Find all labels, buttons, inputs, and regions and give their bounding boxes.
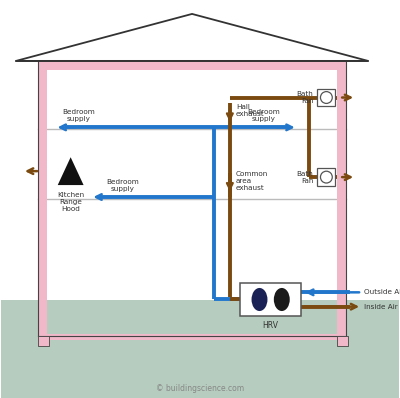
Bar	[337, 61, 346, 336]
Polygon shape	[16, 14, 368, 61]
Text: Outside Air: Outside Air	[364, 289, 400, 295]
Bar	[38, 61, 47, 336]
Text: Hall
exhaust: Hall exhaust	[236, 104, 264, 117]
Bar	[38, 61, 346, 70]
Text: Kitchen
Range
Hood: Kitchen Range Hood	[57, 192, 84, 212]
Polygon shape	[1, 300, 399, 398]
Text: © buildingscience.com: © buildingscience.com	[156, 384, 244, 392]
Text: HRV: HRV	[263, 321, 279, 330]
Text: Bath
Fan: Bath Fan	[297, 91, 314, 104]
Text: Inside Air: Inside Air	[364, 304, 398, 310]
Bar	[38, 336, 49, 346]
Ellipse shape	[274, 288, 290, 311]
Text: Bath
Fan: Bath Fan	[297, 171, 314, 183]
Bar	[38, 334, 346, 340]
Text: Common
area
exhaust: Common area exhaust	[236, 171, 268, 191]
Text: Bedroom
supply: Bedroom supply	[62, 109, 95, 122]
Bar	[337, 336, 348, 346]
Ellipse shape	[252, 288, 268, 311]
Text: Bedroom
supply: Bedroom supply	[247, 109, 280, 122]
Polygon shape	[58, 157, 84, 185]
Bar	[318, 168, 335, 186]
Bar	[318, 88, 335, 106]
Bar	[240, 283, 302, 316]
Text: Bedroom
supply: Bedroom supply	[106, 179, 139, 192]
